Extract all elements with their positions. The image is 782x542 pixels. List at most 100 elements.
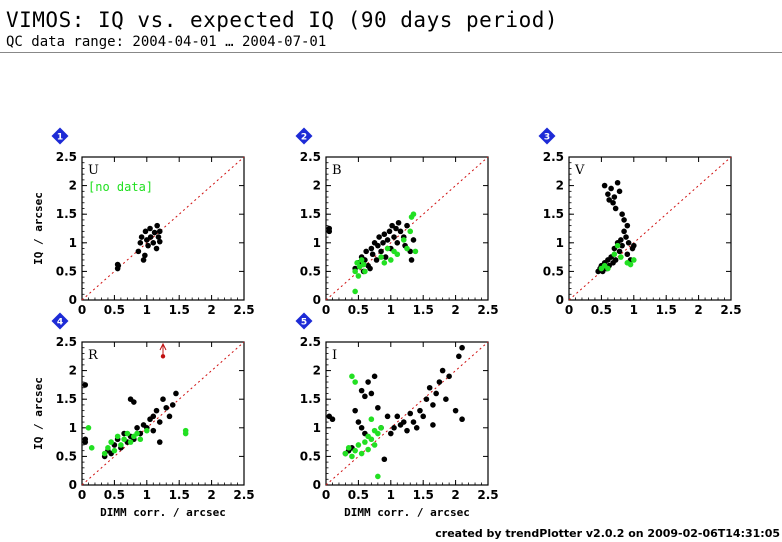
y-tick-label: 2	[556, 179, 564, 193]
data-point-black	[358, 425, 365, 431]
data-point-black	[156, 238, 163, 245]
data-point-black	[154, 222, 160, 229]
data-point-green	[137, 436, 144, 443]
data-point-green	[352, 447, 358, 454]
x-tick-label: 1	[143, 303, 151, 317]
data-point-black	[375, 404, 381, 411]
panel-number: 4	[57, 318, 63, 328]
data-point-black	[144, 237, 150, 243]
x-tick-label: 2	[451, 303, 459, 317]
data-point-black	[169, 402, 176, 408]
data-point-black	[155, 234, 162, 240]
data-point-green	[124, 430, 131, 437]
y-tick-label: 0.5	[543, 264, 564, 278]
data-point-black	[430, 422, 436, 428]
x-tick-label: 0.5	[104, 488, 125, 502]
data-point-black	[137, 240, 144, 246]
data-point-green	[365, 446, 371, 453]
data-point-black	[394, 413, 401, 420]
data-point-black	[147, 225, 153, 232]
y-tick-label: 1.5	[300, 392, 321, 406]
data-point-black	[380, 240, 386, 246]
x-tick-label: 0.5	[104, 303, 125, 317]
data-point-black	[410, 237, 417, 243]
data-point-black	[381, 231, 388, 238]
panel-number: 2	[301, 133, 307, 143]
scatter-panel-1: 0 0.5 1 1.5 2 2.5 0 0.5 1 1.5 2 2.5 U [no data] IQ / a…	[32, 127, 255, 317]
y-tick-label: 1.5	[56, 207, 77, 221]
data-point-black	[376, 234, 382, 240]
data-point-black	[452, 407, 459, 414]
x-tick-label: 2.5	[720, 303, 741, 317]
data-point-green	[371, 427, 378, 434]
data-point-black	[404, 427, 410, 434]
data-point-black	[404, 222, 410, 229]
data-point-green	[355, 273, 362, 279]
x-tick-label: 1	[387, 488, 395, 502]
data-point-green	[101, 450, 108, 457]
data-point-green	[627, 261, 634, 268]
reference-diagonal	[568, 156, 732, 301]
data-point-black	[624, 251, 631, 258]
x-tick-label: 1.5	[413, 488, 434, 502]
data-point-green	[355, 442, 362, 448]
data-point-black	[326, 228, 333, 235]
panel-filter-label: I	[332, 348, 337, 363]
data-point-black	[612, 205, 619, 212]
data-point-black	[363, 248, 369, 255]
data-point-black	[605, 191, 611, 197]
data-point-black	[423, 396, 430, 403]
data-point-black	[430, 402, 436, 408]
data-point-green	[404, 245, 410, 252]
scatter-panel-2: 0 0.5 1 1.5 2 2.500.511.522.5B2	[295, 127, 499, 317]
data-point-black	[408, 257, 415, 263]
y-tick-label: 0	[69, 293, 77, 307]
data-point-black	[369, 251, 376, 258]
data-point-green	[352, 268, 358, 275]
data-point-green	[362, 439, 368, 445]
x-axis-title: DIMM corr. / arcsec	[344, 506, 470, 519]
data-point-black	[400, 419, 407, 425]
panel-filter-label: V	[574, 163, 585, 178]
data-point-black	[382, 254, 389, 260]
x-tick-label: 0	[322, 488, 330, 502]
x-tick-label: 2	[207, 303, 215, 317]
x-tick-label: 2.5	[477, 303, 498, 317]
x-tick-label: 1.5	[169, 488, 190, 502]
data-point-green	[381, 260, 388, 266]
page-title: VIMOS: IQ vs. expected IQ (90 days perio…	[6, 8, 559, 32]
data-point-black	[82, 382, 89, 388]
data-point-black	[612, 257, 619, 263]
data-point-green	[605, 265, 611, 272]
data-point-green	[352, 288, 358, 295]
y-tick-label: 2	[313, 179, 321, 193]
data-point-black	[624, 222, 631, 229]
no-data-note: [no data]	[88, 180, 153, 194]
x-tick-label: 0.5	[591, 303, 612, 317]
data-point-black	[395, 219, 402, 226]
data-point-black	[611, 194, 618, 200]
y-tick-label: 0	[556, 293, 564, 307]
scatter-panel-3: 0 0.5 1 1.5 2 2.5 0 0.5 1 1.5 2 2.5 V 3	[538, 127, 742, 317]
data-point-black	[156, 419, 163, 425]
data-point-green	[182, 427, 189, 434]
data-point-black	[616, 248, 623, 255]
data-point-black	[621, 228, 627, 235]
scatter-panel-4: 0 0.5 1 1.5 2 2.5 0 0.5 1 1.5 2 2.5 R IQ / arcsec DIMM…	[32, 312, 255, 519]
y-tick-label: 2	[313, 364, 321, 378]
reference-diagonal	[325, 341, 489, 486]
data-point-black	[147, 234, 154, 240]
data-point-black	[619, 242, 625, 249]
x-tick-label: 1.5	[656, 303, 677, 317]
y-tick-label: 1	[313, 421, 321, 435]
data-point-black	[389, 222, 395, 229]
reference-diagonal	[81, 156, 245, 301]
data-point-black	[381, 456, 388, 463]
data-point-black	[621, 217, 627, 223]
data-point-black	[142, 252, 148, 259]
data-point-black	[368, 390, 375, 397]
data-point-black	[151, 229, 158, 236]
data-point-green	[358, 257, 365, 263]
data-point-black	[358, 387, 365, 394]
y-tick-label: 1.5	[300, 207, 321, 221]
